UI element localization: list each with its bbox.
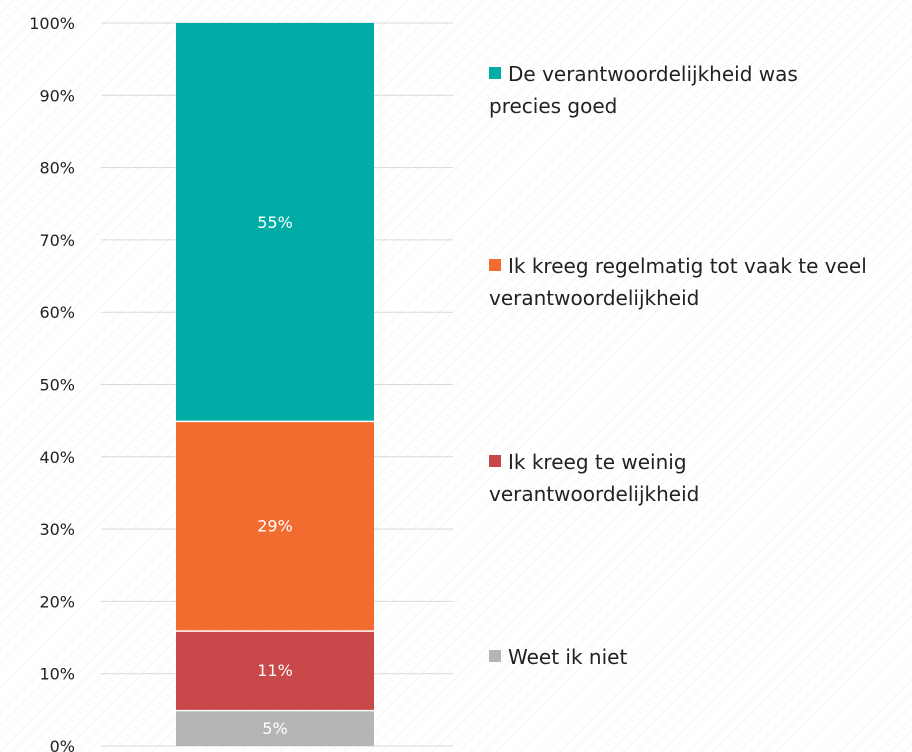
legend-label: Ik kreeg te weinig [508, 450, 687, 474]
legend-label: Weet ik niet [508, 645, 627, 669]
legend-label: verantwoordelijkheid [489, 482, 699, 506]
legend-label: Ik kreeg regelmatig tot vaak te veel [508, 254, 867, 278]
legend-swatch [489, 650, 501, 662]
legend: De verantwoordelijkheid was precies goed I… [489, 62, 867, 669]
legend-label: precies goed [489, 94, 617, 118]
y-tick-label: 80% [39, 159, 75, 178]
y-tick-label: 70% [39, 231, 75, 250]
y-tick-label: 90% [39, 86, 75, 105]
y-tick-label: 60% [39, 303, 75, 322]
y-tick-label: 50% [39, 376, 75, 395]
y-tick-label: 100% [29, 14, 75, 33]
y-tick-label: 0% [50, 737, 75, 752]
data-label: 55% [257, 213, 293, 232]
data-labels: 5% 11% 29% 55% [257, 213, 293, 738]
legend-swatch [489, 259, 501, 271]
y-tick-label: 30% [39, 520, 75, 539]
legend-swatch [489, 67, 501, 79]
y-tick-label: 20% [39, 592, 75, 611]
legend-label: De verantwoordelijkheid was [508, 62, 798, 86]
y-axis: 0% 10% 20% 30% 40% 50% 60% 70% 80% 90% 100% [29, 14, 75, 752]
data-label: 11% [257, 661, 293, 680]
data-label: 5% [262, 719, 287, 738]
y-tick-label: 40% [39, 448, 75, 467]
bar-segment [176, 711, 374, 746]
bar-segment [176, 631, 374, 710]
legend-swatch [489, 455, 501, 467]
bar-stack [176, 23, 374, 746]
legend-label: verantwoordelijkheid [489, 286, 699, 310]
y-tick-label: 10% [39, 665, 75, 684]
data-label: 29% [257, 516, 293, 535]
bar-segment [176, 23, 374, 421]
bar-segment [176, 422, 374, 631]
